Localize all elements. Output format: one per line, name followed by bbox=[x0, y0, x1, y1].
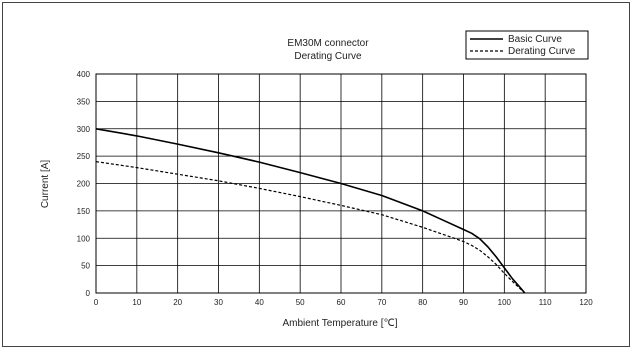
x-tick-label: 80 bbox=[418, 298, 427, 307]
series-line-derating bbox=[95, 161, 526, 294]
y-tick-label: 400 bbox=[77, 70, 91, 79]
x-tick-label: 50 bbox=[296, 298, 305, 307]
x-tick-label: 110 bbox=[539, 298, 552, 307]
x-tick-label: 0 bbox=[94, 298, 99, 307]
y-tick-label: 250 bbox=[77, 152, 91, 161]
tick-labels: 0 10 20 30 40 50 60 70 80 90 100 110 120 0 50 100 150 200… bbox=[77, 70, 594, 307]
chart-title-line-2: Derating Curve bbox=[294, 51, 362, 62]
x-axis-label: Ambient Temperature [℃] bbox=[283, 318, 398, 329]
x-tick-label: 30 bbox=[214, 298, 223, 307]
legend: Basic Curve Derating Curve bbox=[465, 30, 589, 60]
x-tick-label: 60 bbox=[337, 298, 346, 307]
y-tick-label: 50 bbox=[81, 262, 90, 271]
chart-frame bbox=[2, 2, 630, 347]
legend-basic-label: Basic Curve bbox=[508, 34, 562, 45]
y-tick-label: 200 bbox=[77, 180, 91, 189]
x-tick-label: 20 bbox=[173, 298, 182, 307]
legend-box bbox=[465, 30, 589, 60]
y-tick-label: 100 bbox=[77, 234, 91, 243]
x-tick-label: 100 bbox=[498, 298, 512, 307]
series-layer bbox=[95, 128, 526, 294]
y-tick-label: 0 bbox=[86, 289, 91, 298]
plot-border bbox=[95, 73, 587, 294]
y-tick-label: 150 bbox=[77, 207, 91, 216]
legend-derating-label: Derating Curve bbox=[508, 46, 576, 57]
x-tick-label: 70 bbox=[377, 298, 386, 307]
x-tick-label: 10 bbox=[132, 298, 141, 307]
y-tick-label: 350 bbox=[77, 97, 91, 106]
series-line-basic bbox=[95, 128, 526, 294]
chart-titles: EM30M connector Derating Curve Ambient T… bbox=[40, 38, 398, 329]
x-tick-label: 90 bbox=[459, 298, 468, 307]
x-tick-label: 40 bbox=[255, 298, 264, 307]
chart-title-line-1: EM30M connector bbox=[287, 38, 369, 49]
y-axis-label: Current [A] bbox=[40, 160, 51, 209]
y-tick-label: 300 bbox=[77, 125, 91, 134]
x-tick-label: 120 bbox=[579, 298, 593, 307]
